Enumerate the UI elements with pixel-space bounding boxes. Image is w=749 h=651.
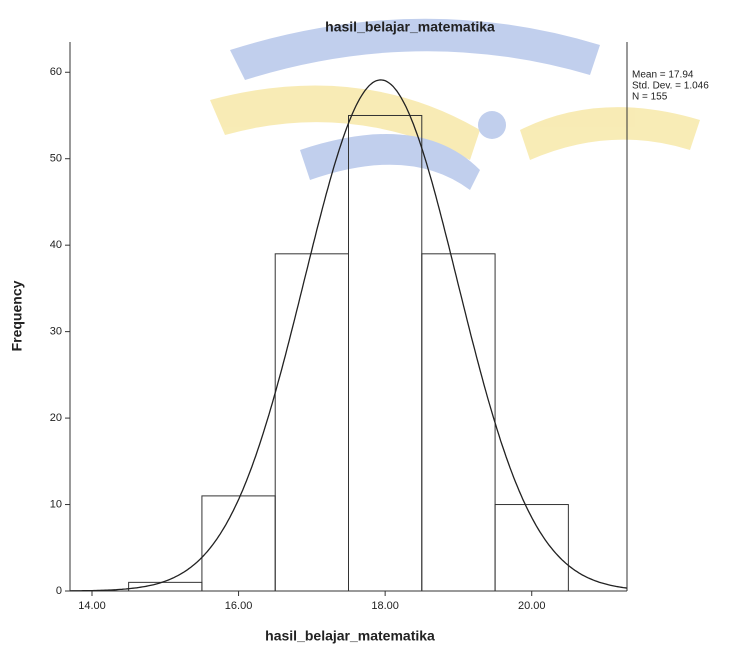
y-tick-label: 20	[50, 412, 62, 424]
x-tick-label: 18.00	[371, 600, 399, 612]
watermark	[210, 18, 700, 190]
normal-curve	[69, 79, 628, 592]
y-tick-label: 40	[50, 239, 62, 251]
stat-n: N = 155	[632, 92, 668, 103]
bar	[494, 504, 569, 592]
bar	[421, 253, 496, 592]
stat-mean: Mean = 17.94	[632, 70, 694, 81]
y-axis-label: Frequency	[9, 280, 25, 351]
bar	[274, 253, 350, 592]
x-tick-label: 16.00	[225, 600, 253, 612]
y-tick-label: 30	[50, 326, 62, 338]
x-tick-label: 20.00	[518, 600, 546, 612]
y-tick-label: 50	[50, 153, 62, 165]
chart-title: hasil_belajar_matematika	[325, 19, 495, 35]
bar	[348, 114, 423, 592]
y-tick-label: 10	[50, 498, 62, 510]
bar	[128, 581, 203, 592]
y-tick-label: 60	[50, 66, 62, 78]
y-tick-label: 0	[56, 585, 62, 597]
x-axis-label: hasil_belajar_matematika	[265, 628, 435, 644]
stat-sd: Std. Dev. = 1.046	[632, 81, 709, 92]
x-tick-label: 14.00	[78, 600, 106, 612]
